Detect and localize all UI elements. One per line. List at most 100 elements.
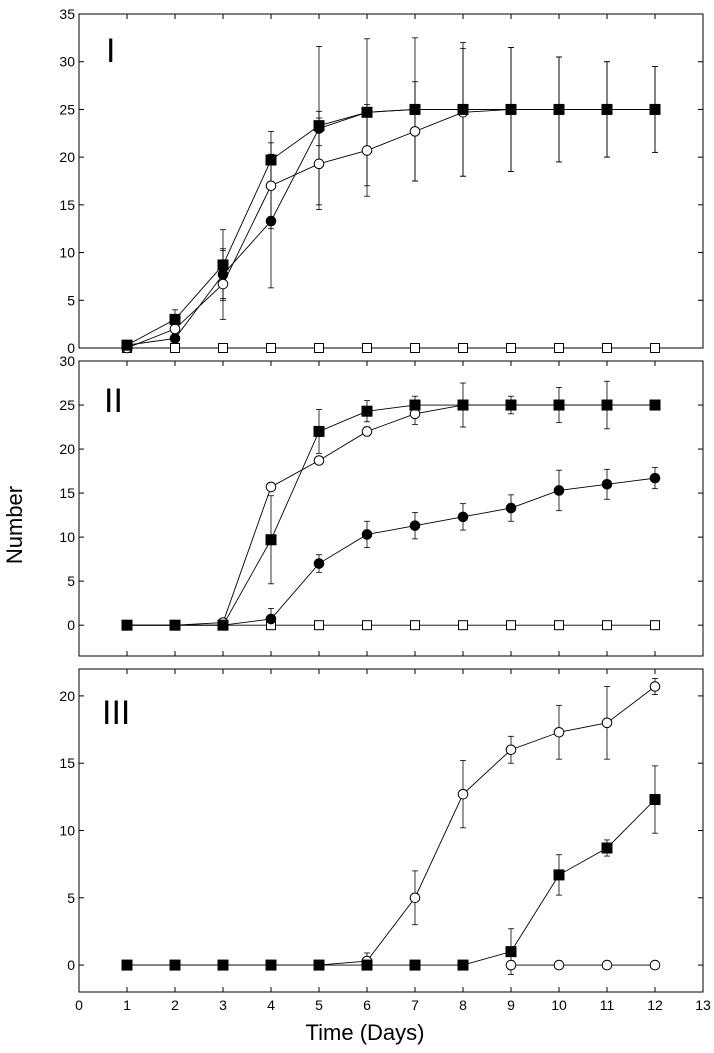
y-tick-label: 10 [59,823,75,839]
marker-square-filled [649,794,661,806]
marker-square-open [650,343,660,353]
marker-circle-open [649,681,661,692]
x-tick-label: 9 [507,997,515,1013]
y-tick-label: 10 [59,529,75,545]
marker-circle-open [505,744,517,756]
x-tick-label: 10 [551,997,567,1013]
marker-square-filled [361,959,373,971]
y-tick-label: 10 [59,245,75,261]
marker-circle-filled [553,485,565,496]
plot-frame [78,360,704,657]
panel-ii: 0 5 10 15 20 25 30 II [59,353,704,657]
marker-circle-open [601,959,613,971]
y-tick-label: 15 [59,755,75,771]
x-tick-label: 2 [171,997,179,1013]
marker-square-filled [505,399,517,411]
series-line-circle-filled [126,108,655,346]
y-tick-label: 5 [67,573,75,589]
x-tick-label: 13 [695,997,711,1013]
marker-circle-filled [265,215,277,227]
marker-square-open [554,343,564,353]
marker-square-open [170,343,180,353]
marker-square-open [506,620,516,631]
marker-circle-open [313,455,325,466]
marker-square-filled [265,154,277,166]
marker-circle-filled [169,333,181,344]
plot-frame [78,668,704,993]
marker-square-open [650,620,660,631]
x-tick-label: 12 [647,997,663,1013]
marker-square-filled [265,534,277,546]
y-tick-label: 0 [67,617,75,633]
marker-square-open [506,343,516,353]
marker-circle-filled [457,511,469,523]
marker-square-filled [121,339,133,351]
series-line-square-filled [126,108,655,346]
marker-square-filled [217,959,229,971]
marker-circle-open [265,481,277,493]
marker-square-filled [121,959,133,971]
y-tick-label: 0 [67,957,75,973]
marker-square-filled [409,103,421,115]
marker-square-filled [169,313,181,325]
y-tick-label: 5 [67,292,75,308]
marker-square-filled [553,869,565,881]
y-tick-label: 20 [59,688,75,704]
marker-square-filled [217,259,229,271]
marker-square-open [314,620,324,631]
y-tick-label: 30 [59,54,75,70]
series-line-circle-open [127,686,656,966]
marker-square-open [314,343,324,353]
x-tick-label: 0 [75,997,83,1013]
marker-circle-open [217,278,229,290]
marker-square-filled [601,103,613,115]
panel-label: II [104,382,123,420]
series-line-circle-open [126,108,655,349]
marker-circle-filled [649,472,661,484]
series-line-square-filled [127,799,656,966]
y-tick-label: 20 [59,149,75,165]
x-tick-label: 4 [267,997,275,1013]
panel-label: I [106,32,115,70]
marker-square-filled [505,946,517,958]
marker-square-filled [169,959,181,971]
x-tick-label: 1 [123,997,131,1013]
marker-square-filled [457,959,469,971]
marker-square-filled [361,106,373,118]
marker-square-open [410,343,420,353]
x-tick-label: 5 [315,997,323,1013]
y-tick-label: 25 [59,397,75,413]
y-tick-label: 15 [59,485,75,501]
y-tick-label: 35 [59,6,75,22]
series-line-circle-filled [127,477,656,626]
marker-square-open [602,620,612,631]
marker-square-filled [409,399,421,411]
marker-square-open [410,620,420,631]
y-tick-label: 5 [67,890,75,906]
marker-circle-open [457,788,469,800]
marker-circle-filled [409,520,421,531]
marker-square-filled [601,399,613,411]
marker-square-filled [361,405,373,417]
marker-square-open [362,343,372,353]
marker-square-open [458,620,468,631]
marker-circle-open [601,717,613,729]
marker-circle-filled [505,502,517,514]
marker-square-filled [313,425,325,437]
marker-square-filled [553,103,565,115]
panel-label: III [102,694,130,732]
y-tick-label: 30 [59,353,75,369]
marker-circle-filled [361,529,373,540]
marker-square-open [218,343,228,353]
marker-square-filled [409,959,421,971]
marker-circle-open [649,959,661,971]
marker-circle-filled [265,613,277,625]
marker-circle-open [361,145,373,156]
marker-square-filled [217,619,229,631]
marker-circle-open [361,426,373,437]
marker-square-filled [649,103,661,115]
marker-square-filled [649,399,661,411]
